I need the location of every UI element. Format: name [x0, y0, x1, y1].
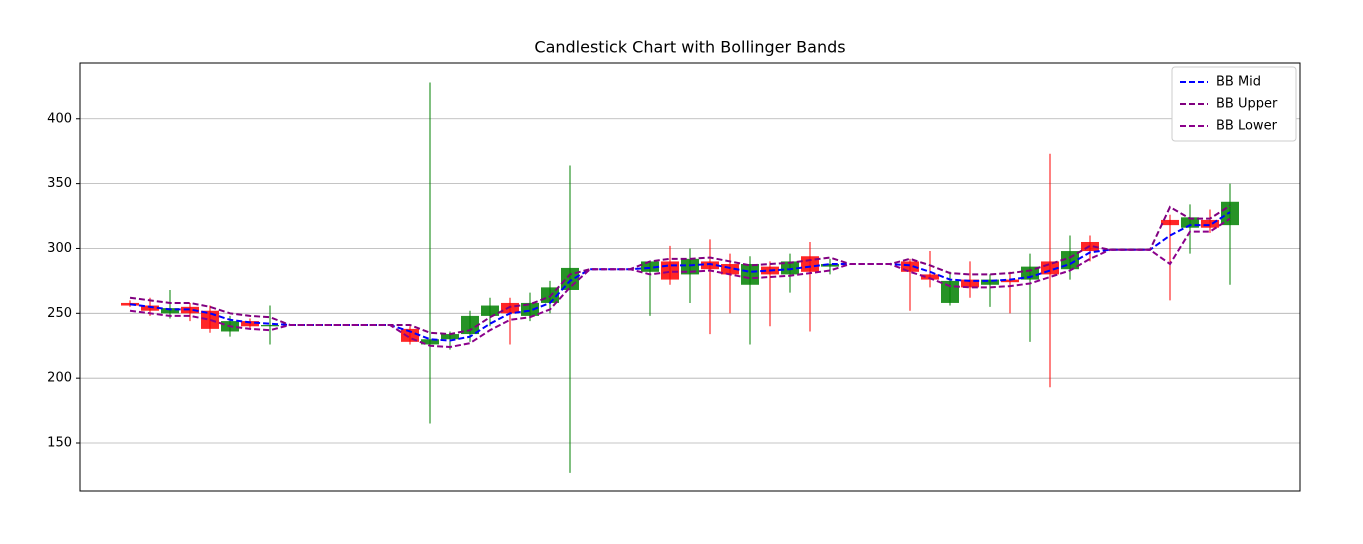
candle-body	[1001, 279, 1019, 283]
legend-box	[1171, 66, 1297, 142]
candle-body	[1161, 219, 1179, 226]
candle-body	[1181, 217, 1199, 228]
candle-body	[481, 305, 499, 316]
candle-body	[681, 258, 699, 275]
bb-line	[129, 211, 1231, 342]
candle-body	[141, 305, 159, 311]
y-tick-label: 250	[47, 306, 72, 321]
candle-body	[401, 328, 419, 342]
candle-body	[941, 280, 959, 303]
candle-body	[201, 310, 219, 329]
candle-body	[421, 339, 439, 345]
chart-title: Candlestick Chart with Bollinger Bands	[534, 38, 845, 57]
candle-body	[501, 302, 519, 314]
candle-body	[821, 264, 839, 267]
bb-line	[129, 217, 1231, 349]
y-tick-label: 400	[47, 111, 72, 126]
candle-body	[241, 321, 259, 327]
y-tick-label: 150	[47, 436, 72, 451]
candle-body	[721, 264, 739, 275]
plot-area	[80, 82, 1300, 473]
candle-body	[161, 308, 179, 314]
legend-label: BB Mid	[1216, 75, 1261, 90]
candle-body	[461, 315, 479, 335]
candle-body	[521, 302, 539, 316]
bb-line	[129, 204, 1231, 336]
candle-body	[661, 261, 679, 280]
candle-body	[901, 261, 919, 272]
candle-body	[1201, 219, 1219, 228]
y-tick-label: 200	[47, 371, 72, 386]
candle-body	[181, 306, 199, 314]
candle-body	[921, 274, 939, 280]
candle-body	[701, 261, 719, 270]
y-tick-label: 300	[47, 241, 72, 256]
candle-body	[961, 279, 979, 288]
legend-label: BB Lower	[1216, 119, 1278, 134]
candle-body	[441, 334, 459, 340]
candle-body	[781, 261, 799, 275]
candle-body	[261, 324, 279, 327]
candle-body	[741, 264, 759, 285]
candle-body	[1221, 201, 1239, 226]
candle-body	[641, 261, 659, 272]
y-tick-label: 350	[47, 176, 72, 191]
candle-body	[1021, 266, 1039, 280]
candle-body	[981, 279, 999, 285]
axes-frame	[79, 62, 1301, 492]
legend-label: BB Upper	[1216, 97, 1278, 112]
